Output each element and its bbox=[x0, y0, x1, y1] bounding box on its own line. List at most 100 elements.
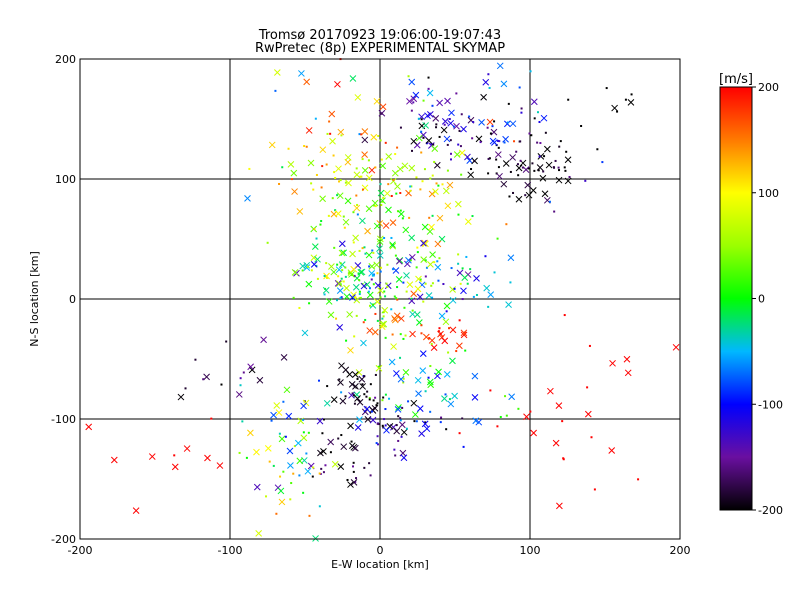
data-point-x-marker bbox=[449, 296, 457, 304]
data-point-dot bbox=[506, 121, 509, 124]
data-point-x-marker bbox=[365, 174, 373, 182]
data-point-dot bbox=[402, 381, 405, 384]
data-point-dot bbox=[489, 132, 492, 135]
data-point-x-marker bbox=[361, 128, 369, 135]
data-point-dot bbox=[452, 125, 455, 128]
data-point-dot bbox=[420, 118, 423, 121]
data-point-x-marker bbox=[285, 412, 293, 420]
data-point-dot bbox=[308, 514, 311, 517]
data-point-dot bbox=[292, 296, 295, 299]
data-point-dot bbox=[554, 159, 557, 162]
data-point-dot bbox=[445, 428, 448, 431]
data-point-x-marker bbox=[338, 240, 346, 248]
data-point-dot bbox=[372, 283, 375, 286]
data-point-x-marker bbox=[408, 253, 416, 261]
data-point-dot bbox=[388, 397, 391, 400]
data-point-dot bbox=[431, 174, 434, 177]
data-point-dot bbox=[362, 321, 365, 324]
x-tick-label: 0 bbox=[377, 544, 384, 557]
data-point-dot bbox=[344, 395, 347, 398]
data-point-x-marker bbox=[408, 234, 416, 242]
data-point-x-marker bbox=[371, 199, 379, 207]
data-point-dot bbox=[520, 107, 523, 110]
data-point-x-marker bbox=[342, 366, 350, 374]
data-point-x-marker bbox=[110, 456, 118, 464]
data-point-dot bbox=[455, 92, 458, 95]
data-point-dot bbox=[473, 160, 476, 163]
data-point-dot bbox=[496, 139, 499, 142]
data-point-x-marker bbox=[376, 245, 383, 252]
data-point-dot bbox=[409, 259, 412, 262]
data-point-x-marker bbox=[408, 297, 416, 305]
data-point-x-marker bbox=[390, 177, 397, 185]
data-point-x-marker bbox=[298, 70, 305, 77]
data-point-x-marker bbox=[398, 421, 406, 429]
x-axis-label: E-W location [km] bbox=[331, 558, 429, 571]
data-point-x-marker bbox=[337, 128, 345, 136]
data-point-dot bbox=[374, 396, 377, 399]
data-point-dot bbox=[446, 143, 449, 146]
data-point-x-marker bbox=[471, 372, 479, 380]
data-point-dot bbox=[420, 151, 423, 154]
data-point-x-marker bbox=[443, 371, 451, 378]
data-point-x-marker bbox=[500, 80, 508, 88]
data-point-x-marker bbox=[310, 260, 318, 268]
data-point-x-marker bbox=[627, 99, 635, 106]
data-point-x-marker bbox=[310, 254, 318, 262]
data-point-dot bbox=[509, 281, 512, 284]
data-point-x-marker bbox=[363, 405, 371, 413]
data-point-x-marker bbox=[415, 275, 422, 283]
data-point-dot bbox=[431, 214, 434, 217]
data-point-dot bbox=[395, 297, 398, 300]
data-point-dot bbox=[381, 424, 384, 427]
data-point-dot bbox=[548, 200, 551, 203]
data-point-dot bbox=[457, 213, 460, 216]
data-point-dot bbox=[415, 176, 418, 179]
data-point-x-marker bbox=[358, 268, 366, 276]
data-point-dot bbox=[390, 308, 393, 311]
data-point-dot bbox=[383, 418, 386, 421]
data-point-dot bbox=[536, 111, 539, 114]
data-point-dot bbox=[357, 272, 360, 275]
data-point-dot bbox=[438, 327, 441, 330]
data-point-x-marker bbox=[350, 265, 358, 273]
data-point-dot bbox=[399, 333, 402, 336]
data-point-dot bbox=[350, 273, 353, 276]
y-tick-label: 100 bbox=[55, 173, 76, 186]
data-point-dot bbox=[384, 295, 387, 298]
data-point-x-marker bbox=[390, 343, 397, 350]
data-point-dot bbox=[302, 418, 305, 421]
colorbar-tick-label: 100 bbox=[758, 187, 779, 200]
data-point-x-marker bbox=[325, 298, 333, 305]
data-point-x-marker bbox=[397, 375, 405, 383]
data-point-x-marker bbox=[336, 324, 344, 331]
data-point-x-marker bbox=[496, 62, 504, 70]
data-point-dot bbox=[303, 144, 306, 147]
data-point-dot bbox=[553, 210, 556, 213]
data-point-x-marker bbox=[360, 339, 367, 347]
data-point-dot bbox=[340, 134, 343, 137]
data-point-x-marker bbox=[255, 530, 263, 537]
data-point-dot bbox=[415, 420, 418, 423]
data-point-dot bbox=[400, 435, 403, 438]
data-point-x-marker bbox=[373, 222, 381, 230]
data-point-dot bbox=[350, 440, 353, 443]
data-point-dot bbox=[360, 175, 363, 178]
data-point-dot bbox=[289, 498, 292, 501]
data-point-x-marker bbox=[334, 280, 342, 287]
data-point-dot bbox=[274, 89, 277, 92]
data-point-x-marker bbox=[366, 327, 374, 334]
data-point-dot bbox=[347, 272, 350, 275]
data-point-dot bbox=[396, 210, 399, 213]
data-point-dot bbox=[376, 319, 379, 322]
data-point-x-marker bbox=[408, 78, 416, 86]
data-point-dot bbox=[279, 475, 282, 478]
data-point-x-marker bbox=[370, 133, 378, 141]
data-point-x-marker bbox=[379, 162, 387, 170]
data-point-x-marker bbox=[541, 190, 549, 198]
data-point-x-marker bbox=[487, 291, 495, 298]
data-point-x-marker bbox=[353, 171, 361, 179]
colorbar-tick-label: -100 bbox=[758, 398, 783, 411]
data-point-dot bbox=[340, 434, 343, 437]
data-point-dot bbox=[377, 365, 380, 368]
